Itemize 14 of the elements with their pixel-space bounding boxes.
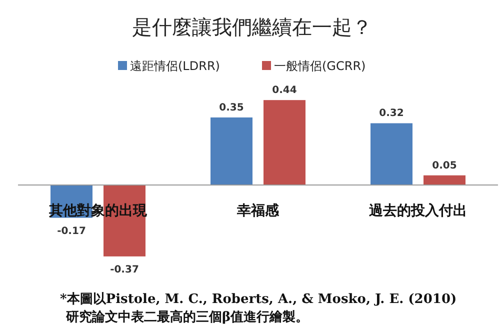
data-label: -0.17 [57, 226, 86, 237]
data-label: 0.44 [272, 85, 297, 96]
text: *本圖以Pistole, M. C., Roberts, A., & Mosko, J. E. (2010) 研究論文中表二最高的三個β值進行繪製。 [60, 292, 457, 325]
bar [264, 100, 306, 185]
bar [370, 123, 412, 185]
data-label: 0.32 [379, 108, 404, 120]
x-tick-label: 過去的投入付出 [368, 203, 467, 219]
bar [210, 117, 252, 185]
chart-title: 是什麼讓我們繼續在一起？ [132, 15, 372, 39]
x-tick-label: 幸福感 [236, 202, 280, 219]
bar [424, 175, 466, 185]
data-label: 0.05 [432, 160, 457, 172]
data-label: -0.37 [110, 264, 139, 276]
data-label: 0.35 [219, 102, 244, 114]
